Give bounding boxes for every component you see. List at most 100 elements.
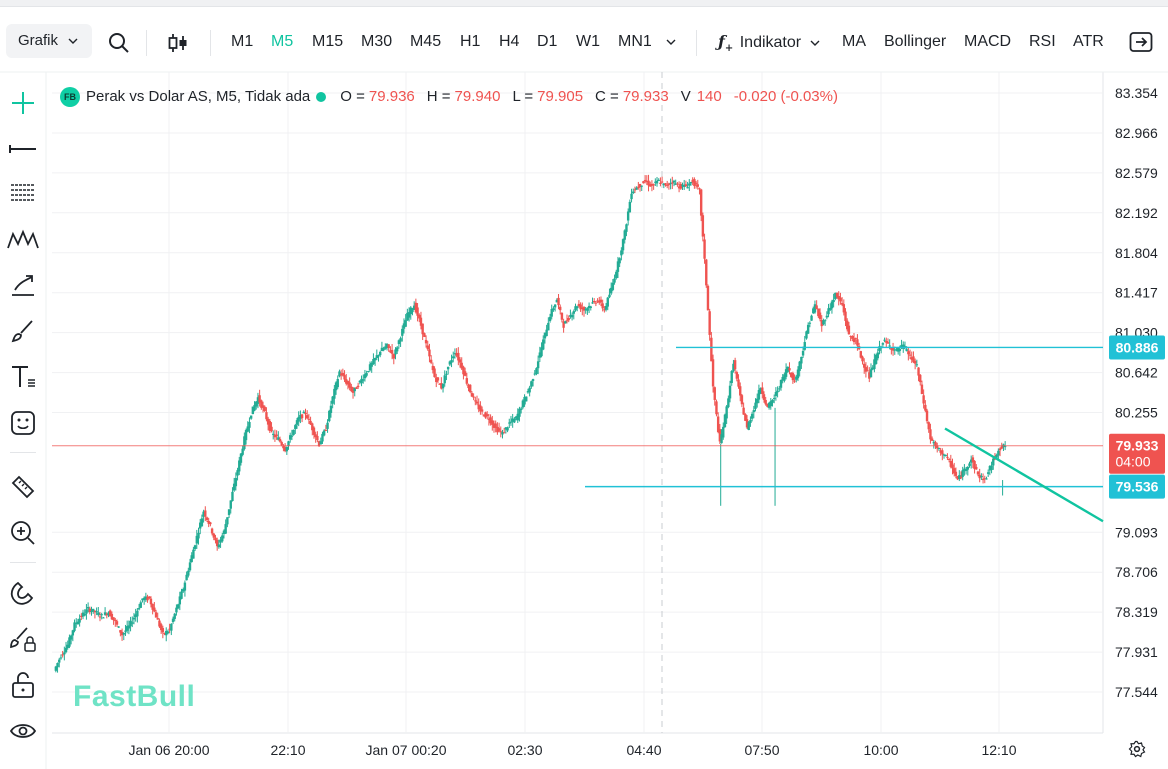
- crosshair-icon[interactable]: [6, 86, 40, 120]
- chevron-down-icon[interactable]: [666, 39, 676, 45]
- candle-body: [119, 630, 122, 633]
- settings-icon[interactable]: [1128, 740, 1146, 758]
- text-tool-icon[interactable]: [6, 360, 40, 394]
- candle: [397, 339, 401, 349]
- candle-body: [358, 380, 362, 383]
- candle-body: [304, 412, 307, 415]
- candle-body: [896, 347, 900, 352]
- indicator-atr[interactable]: ATR: [1073, 33, 1104, 50]
- fullscreen-exit-icon[interactable]: [1129, 31, 1153, 53]
- timeframe-mn1[interactable]: MN1: [618, 33, 652, 50]
- indicator-button[interactable]: ƒ+ Indikator: [718, 32, 820, 59]
- pattern-icon[interactable]: [6, 222, 40, 256]
- candle-body: [149, 598, 153, 605]
- candle: [866, 365, 869, 372]
- brush-icon[interactable]: [6, 314, 40, 348]
- ruler-icon[interactable]: [6, 470, 40, 504]
- candle-body: [885, 341, 888, 343]
- indicator-bollinger[interactable]: Bollinger: [884, 33, 947, 50]
- candle: [635, 186, 638, 190]
- horizontal-line-icon[interactable]: [6, 132, 40, 166]
- candle-body: [747, 422, 750, 430]
- candle: [368, 361, 372, 372]
- candle-body: [282, 445, 285, 449]
- candle: [260, 399, 263, 410]
- timeframe-m15[interactable]: M15: [312, 33, 344, 50]
- y-tick-label: 83.354: [1115, 85, 1158, 101]
- candle-body: [676, 183, 679, 185]
- candle-body: [937, 447, 941, 449]
- eye-icon[interactable]: [6, 714, 40, 748]
- candle: [63, 646, 66, 661]
- timeframe-m5[interactable]: M5: [271, 33, 294, 50]
- timeframe-d1[interactable]: D1: [537, 33, 558, 50]
- candle-body: [496, 426, 499, 433]
- timeframe-m30[interactable]: M30: [361, 33, 393, 50]
- candle: [227, 509, 231, 519]
- candle-body: [998, 448, 1002, 451]
- candle: [980, 473, 983, 481]
- timeframe-h1[interactable]: H1: [460, 33, 481, 50]
- candle-body: [703, 239, 706, 259]
- indicator-ma[interactable]: MA: [842, 33, 866, 50]
- candle-body: [80, 615, 83, 618]
- timeframe-w1[interactable]: W1: [576, 33, 600, 50]
- candle-body: [86, 607, 90, 609]
- candle-body: [800, 356, 803, 364]
- candle: [749, 416, 752, 427]
- timeframe-m45[interactable]: M45: [410, 33, 442, 50]
- candle-body: [283, 447, 287, 452]
- candle: [346, 380, 350, 390]
- candle-body: [465, 378, 469, 384]
- candle-body: [740, 395, 744, 405]
- candle: [896, 346, 900, 355]
- search-icon[interactable]: [108, 32, 130, 54]
- candle: [253, 401, 256, 412]
- candle: [632, 188, 635, 195]
- indicator-macd[interactable]: MACD: [964, 33, 1012, 50]
- lock-draw-icon[interactable]: [6, 622, 40, 656]
- candle-body: [560, 312, 564, 320]
- candle: [263, 405, 266, 413]
- y-tick-label: 82.579: [1115, 165, 1158, 181]
- candle-body: [910, 357, 913, 360]
- emoji-icon[interactable]: [6, 406, 40, 440]
- candle-body: [433, 368, 436, 378]
- candle-body: [470, 393, 474, 397]
- candle-body: [331, 396, 334, 404]
- zoom-in-icon[interactable]: [6, 516, 40, 550]
- candle: [506, 426, 509, 433]
- candle-body: [192, 549, 195, 559]
- candle-body: [915, 364, 919, 366]
- unlock-icon[interactable]: [6, 668, 40, 702]
- candle: [392, 353, 395, 365]
- candle-body: [662, 183, 666, 186]
- indicator-rsi[interactable]: RSI: [1029, 33, 1056, 50]
- fib-lines-icon[interactable]: [6, 176, 40, 210]
- arrow-tool-icon[interactable]: [6, 268, 40, 302]
- timeframe-h4[interactable]: H4: [499, 33, 520, 50]
- candle: [424, 335, 428, 348]
- candle-type-icon[interactable]: [166, 32, 190, 54]
- candle-body: [988, 466, 992, 471]
- candle: [737, 374, 740, 389]
- candle-body: [856, 339, 859, 346]
- candle: [657, 178, 660, 181]
- candle: [908, 349, 912, 360]
- candle-body: [193, 545, 197, 550]
- candle-body: [548, 316, 552, 322]
- candle-body: [830, 301, 834, 309]
- candle-body: [98, 616, 102, 618]
- candle-body: [251, 406, 255, 415]
- candle-body: [878, 346, 881, 351]
- chart-type-dropdown[interactable]: Grafik: [6, 24, 92, 58]
- candle-body: [334, 382, 338, 391]
- candle: [334, 381, 338, 395]
- candle-body: [961, 470, 964, 477]
- high-label: H =: [426, 88, 451, 105]
- timeframe-m1[interactable]: M1: [231, 33, 254, 50]
- candle: [666, 180, 669, 189]
- candle-body: [682, 184, 686, 187]
- magnet-icon[interactable]: [6, 576, 40, 610]
